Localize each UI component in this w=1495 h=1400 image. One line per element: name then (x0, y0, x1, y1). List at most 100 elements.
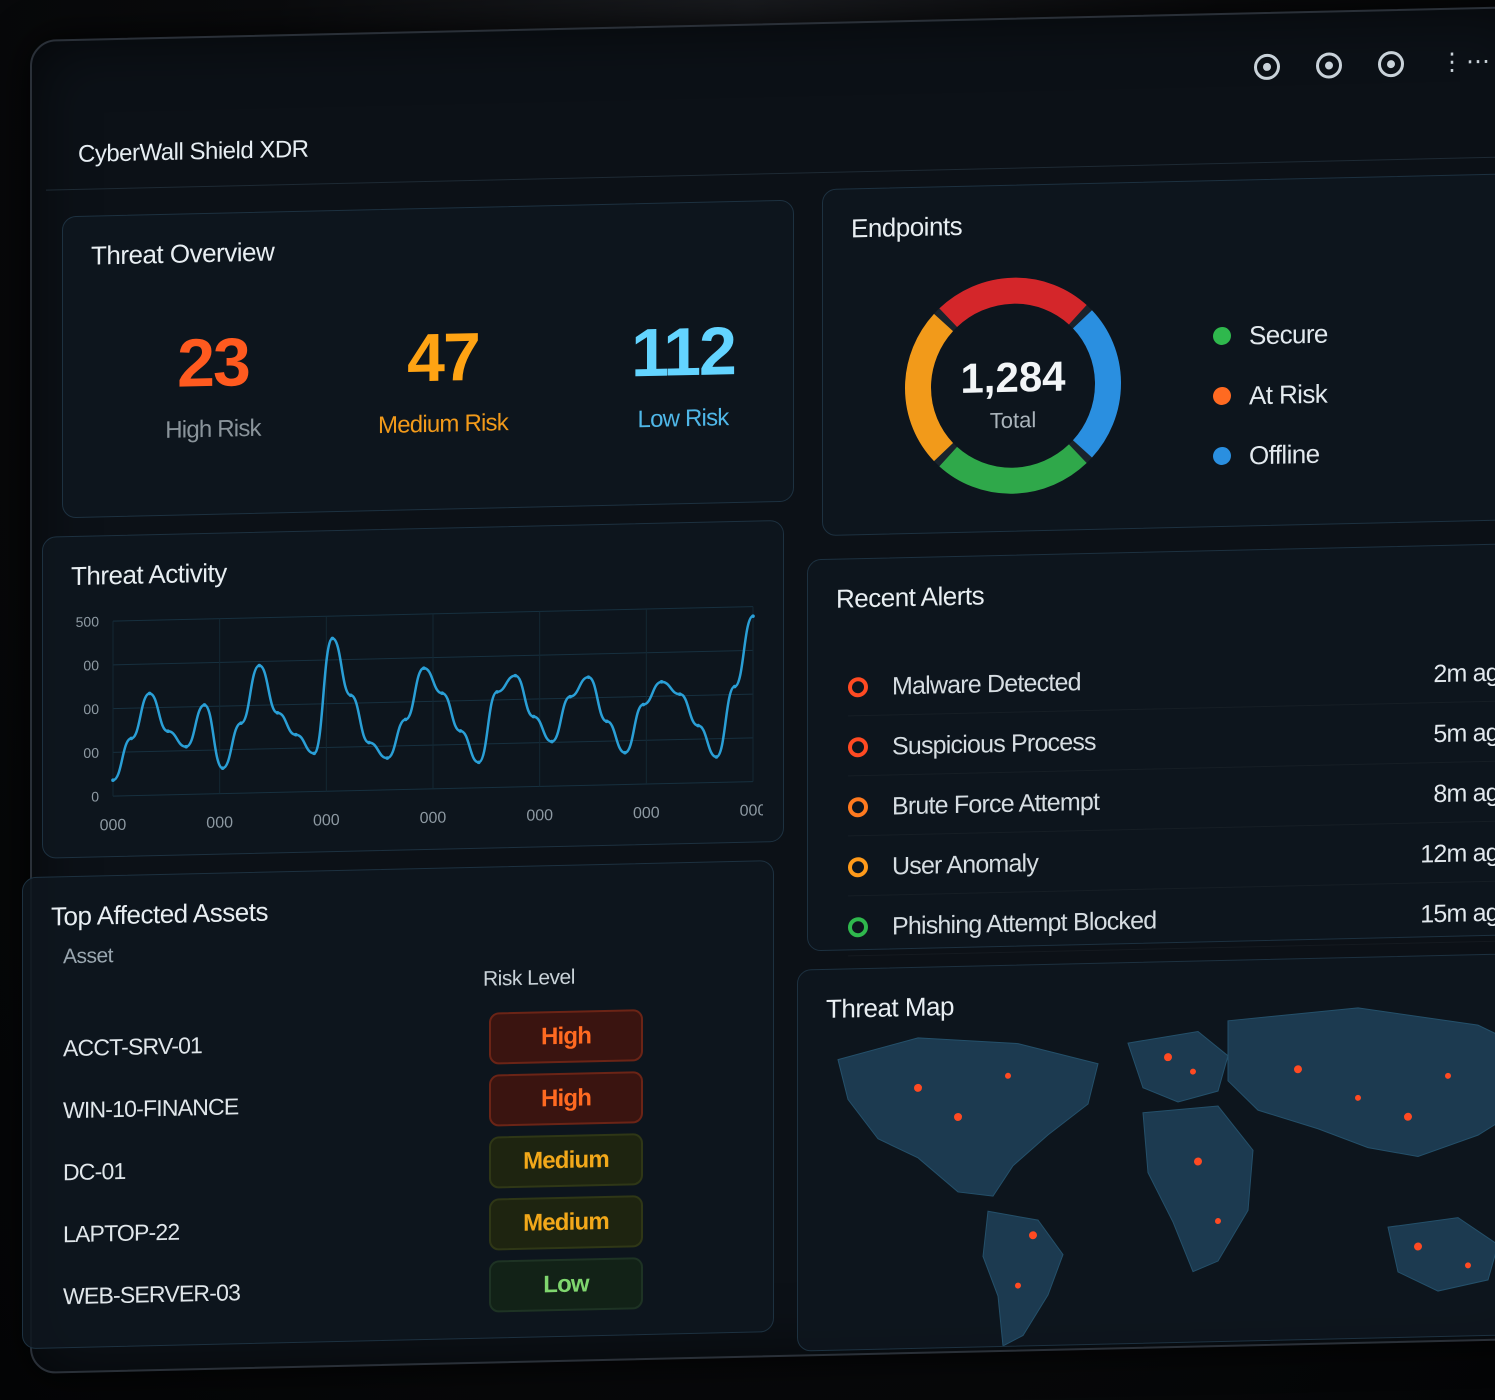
threat-point (1355, 1094, 1361, 1101)
activity-point (586, 675, 591, 679)
threat-point (1465, 1262, 1471, 1269)
threat-point (1015, 1282, 1021, 1289)
stat-label: High Risk (165, 414, 261, 444)
activity-point (751, 614, 755, 618)
alert-time: 5m ago (1433, 717, 1495, 748)
legend-label: Secure (1249, 318, 1328, 350)
panel-title: Threat Overview (91, 236, 275, 271)
activity-point (147, 691, 152, 696)
activity-point (550, 739, 554, 744)
donut-segment[interactable] (1072, 310, 1121, 458)
panel-title: Threat Activity (71, 557, 227, 592)
asset-name: LAPTOP-22 (63, 1218, 180, 1247)
asia-shape (1227, 1007, 1495, 1158)
donut-segment[interactable] (939, 277, 1087, 328)
stat-low-risk[interactable]: 112 Low Risk (583, 311, 783, 436)
alert-time: 2m ago (1433, 657, 1495, 688)
y-tick-label: 500 (76, 613, 100, 630)
activity-point (184, 744, 188, 749)
monitor-frame: CyberWall Shield XDR ⋮⋯ Threat Overview … (22, 5, 1495, 1374)
threat-activity-panel: Threat Activity 0 00 00 00 500 000 000 000 000 00… (42, 519, 784, 859)
africa-shape (1142, 1105, 1254, 1273)
legend-item-offline[interactable]: Offline (1213, 424, 1328, 487)
stat-value: 23 (177, 324, 249, 402)
alert-item[interactable]: Brute Force Attempt 8m ago (848, 764, 1495, 837)
activity-point (385, 756, 390, 760)
x-tick-label: 000 (740, 802, 763, 820)
activity-point (476, 760, 481, 765)
target-icon[interactable] (1254, 53, 1280, 80)
app-title: CyberWall Shield XDR (78, 135, 309, 168)
threat-map-panel: Threat Map (797, 952, 1495, 1352)
asset-name: WEB-SERVER-03 (63, 1278, 241, 1309)
asset-name: DC-01 (63, 1157, 126, 1185)
south-america-shape (982, 1210, 1064, 1347)
risk-level-badge: High (489, 1009, 643, 1065)
y-tick-label: 0 (91, 788, 99, 804)
panel-title: Top Affected Assets (51, 896, 268, 932)
threat-point (1445, 1072, 1451, 1079)
north-america-shape (837, 1037, 1099, 1197)
panel-title: Endpoints (851, 210, 963, 244)
endpoints-panel: Endpoints 1,284 Total Secure At Risk (822, 172, 1495, 537)
world-map[interactable] (798, 953, 1495, 1350)
target-icon[interactable] (1316, 51, 1342, 79)
activity-point (294, 732, 298, 737)
stat-value: 47 (407, 318, 479, 397)
activity-point (348, 693, 353, 698)
activity-point (239, 721, 243, 726)
x-tick-label: 000 (100, 817, 127, 835)
activity-point (458, 729, 463, 733)
activity-point (367, 740, 371, 745)
threat-point (954, 1112, 962, 1121)
asset-name: ACCT-SRV-01 (63, 1031, 203, 1061)
threat-point (1190, 1068, 1196, 1075)
screen: CyberWall Shield XDR ⋮⋯ Threat Overview … (22, 8, 1495, 1372)
alert-status-icon (848, 796, 868, 818)
more-menu-icon[interactable]: ⋮⋯ (1440, 47, 1492, 77)
asset-list: ACCT-SRV-01 High WIN-10-FINANCE High DC-01 Me… (23, 861, 773, 1313)
activity-point (111, 778, 115, 783)
legend-item-secure[interactable]: Secure (1213, 304, 1328, 367)
activity-point (403, 717, 408, 722)
threat-overview-panel: Threat Overview 23 High Risk 47 Medium R… (62, 199, 794, 519)
endpoints-legend: Secure At Risk Offline (1213, 304, 1328, 487)
risk-level-badge: High (489, 1071, 643, 1127)
x-tick-label: 000 (526, 807, 553, 825)
y-tick-label: 00 (83, 657, 99, 673)
threat-point (1029, 1231, 1037, 1240)
alert-item[interactable]: Malware Detected 2m ago (848, 644, 1495, 717)
alert-title: Suspicious Process (892, 727, 1096, 760)
legend-label: At Risk (1249, 378, 1328, 410)
legend-label: Offline (1249, 438, 1320, 470)
activity-point (129, 736, 134, 741)
legend-item-at-risk[interactable]: At Risk (1213, 364, 1328, 427)
activity-point (495, 690, 499, 694)
alert-item[interactable]: Phishing Attempt Blocked 15m ago (848, 884, 1495, 957)
donut-segment[interactable] (905, 313, 954, 462)
alert-item[interactable]: Suspicious Process 5m ago (848, 704, 1495, 777)
top-affected-assets-panel: Top Affected Assets Asset Risk Level ACC… (22, 860, 774, 1350)
donut-segment[interactable] (939, 444, 1087, 494)
activity-point (531, 714, 536, 719)
stat-high-risk[interactable]: 23 High Risk (113, 322, 313, 447)
target-icon[interactable] (1378, 50, 1404, 77)
alert-status-icon (848, 736, 868, 758)
activity-point (604, 719, 609, 724)
threat-point (1005, 1072, 1011, 1079)
stat-medium-risk[interactable]: 47 Medium Risk (343, 316, 543, 441)
risk-level-badge: Medium (489, 1195, 643, 1251)
threat-point (1215, 1218, 1221, 1225)
alert-item[interactable]: User Anomaly 12m ago (848, 824, 1495, 897)
australia-shape (1387, 1217, 1495, 1292)
recent-alerts-panel: Recent Alerts Malware Detected 2m ago Susp… (807, 542, 1495, 957)
alert-title: Malware Detected (892, 667, 1081, 700)
status-dot-icon (1213, 326, 1231, 346)
threat-point (1164, 1053, 1172, 1062)
stat-label: Low Risk (637, 404, 729, 434)
asset-row[interactable]: WEB-SERVER-03 Low (63, 1253, 643, 1328)
activity-point (678, 692, 682, 696)
endpoints-donut[interactable]: 1,284 Total (893, 263, 1133, 508)
